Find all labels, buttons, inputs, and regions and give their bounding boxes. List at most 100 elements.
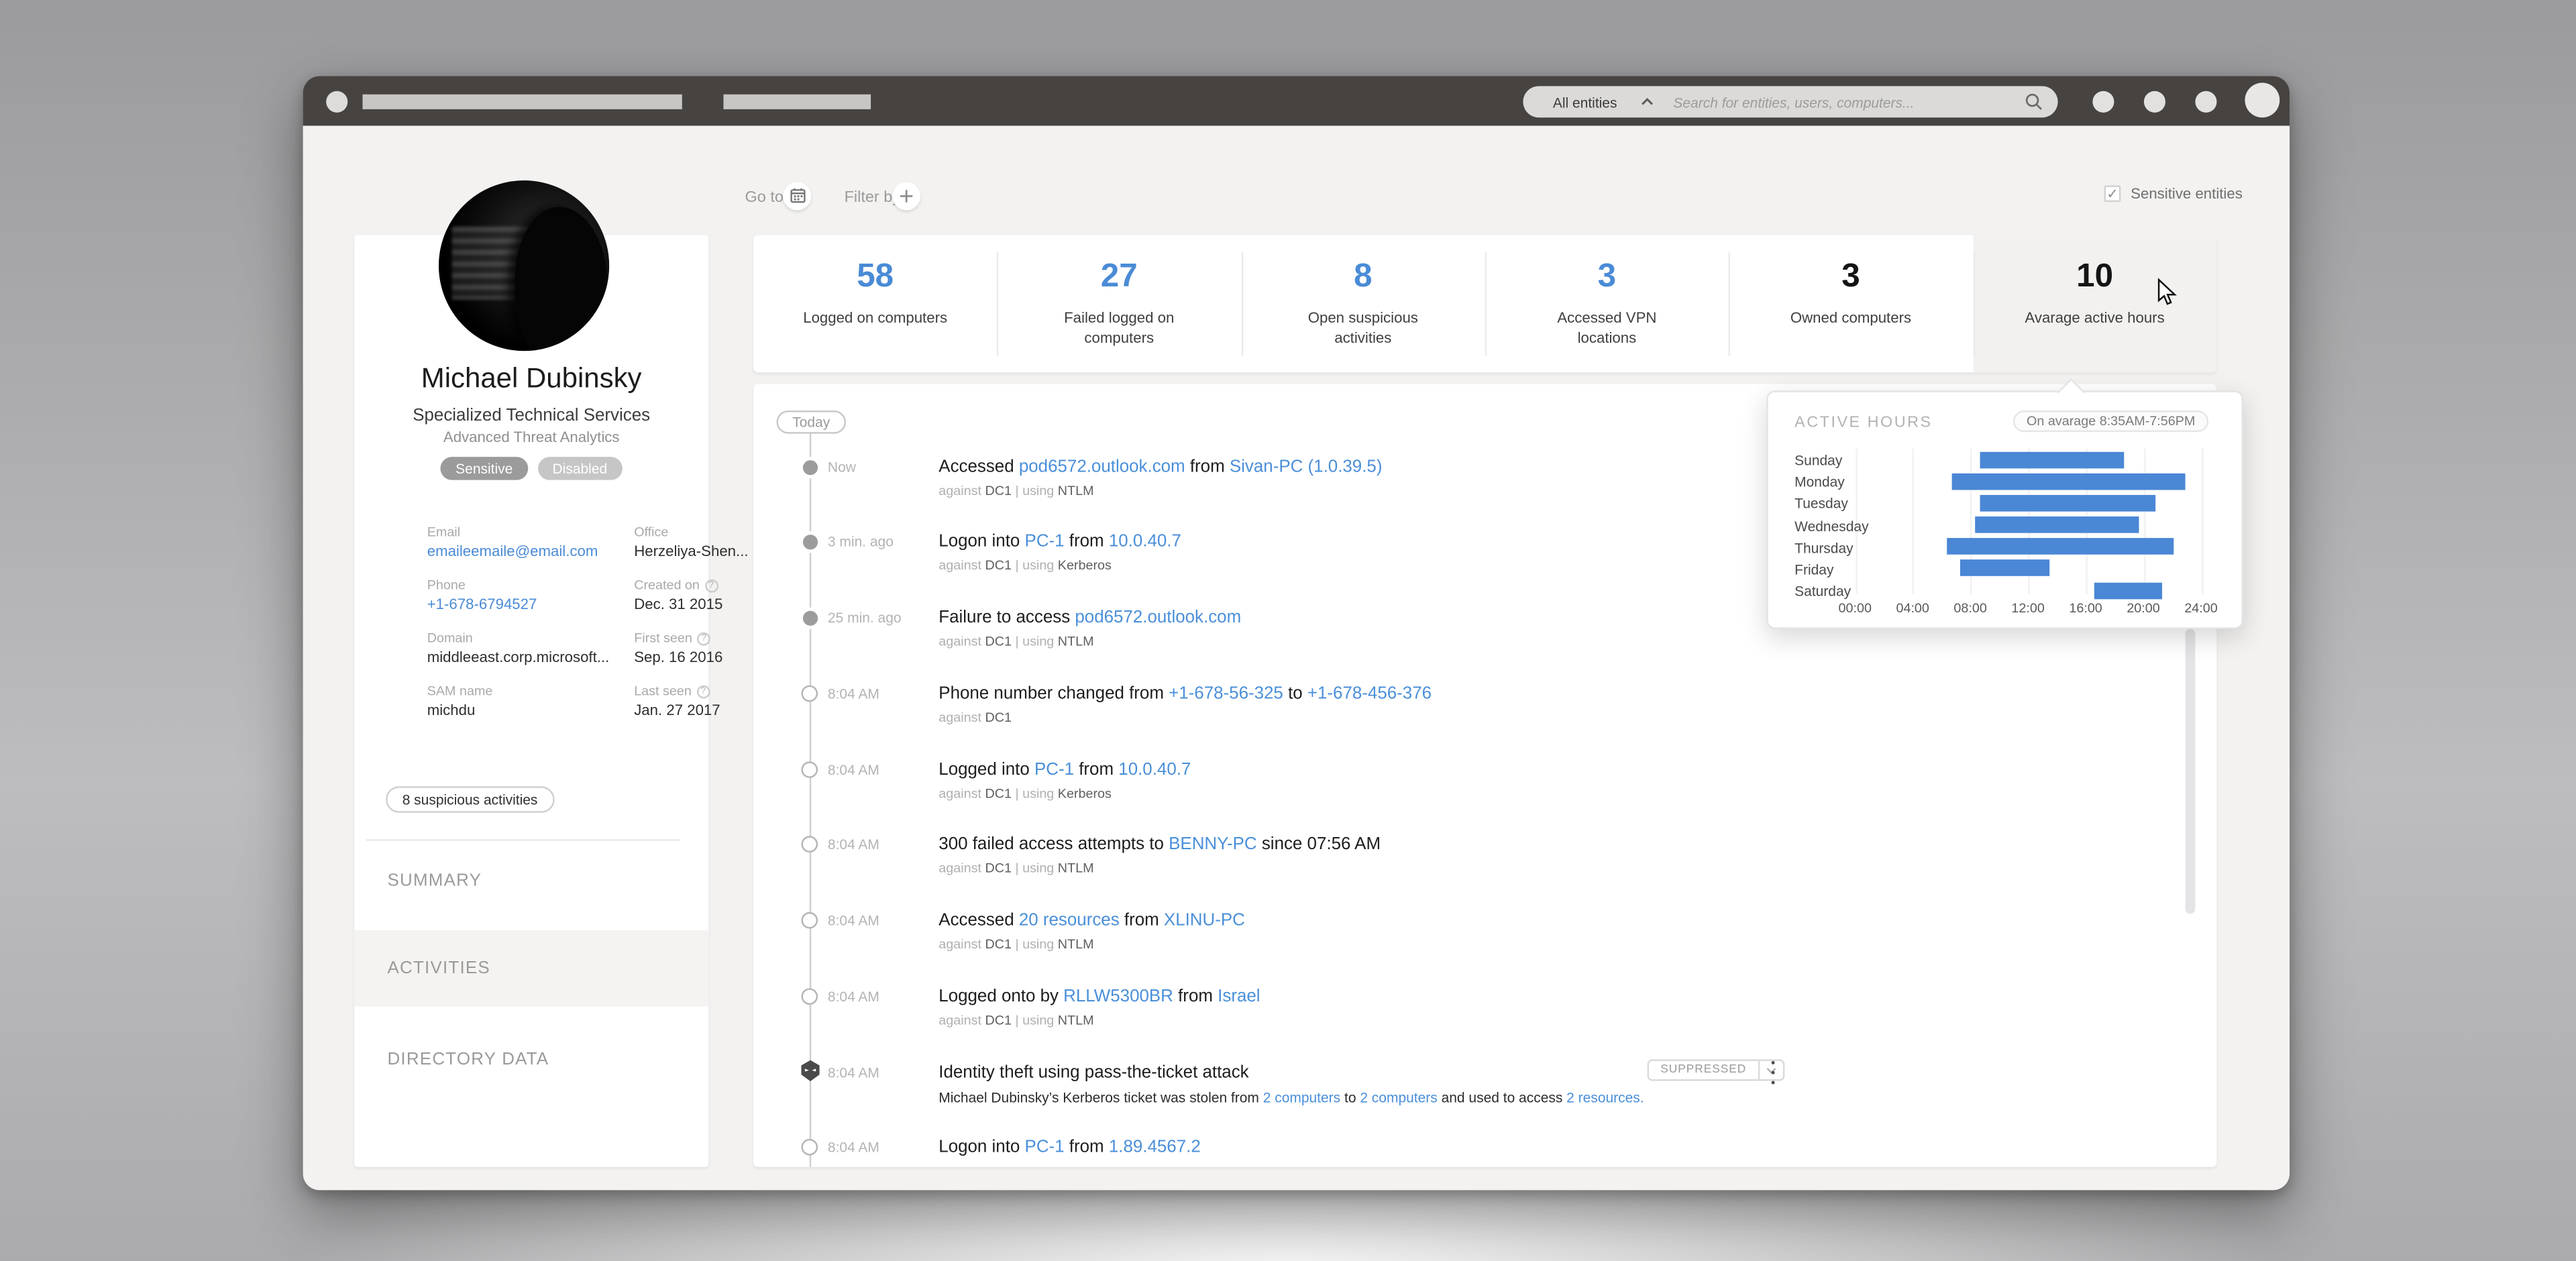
suspicious-activities-button[interactable]: 8 suspicious activities <box>386 786 555 813</box>
timeline-entry-meta: against DC1 | using NTLM <box>938 633 2216 648</box>
timeline-scrollbar[interactable] <box>2185 628 2195 914</box>
search-scope-dropdown[interactable]: All entities <box>1552 93 1617 111</box>
stat-cell[interactable]: 3 Owned computers <box>1729 235 1973 372</box>
stat-cell[interactable]: 58 Logged on computers <box>753 235 998 372</box>
chart-bar <box>1980 494 2157 512</box>
search-input[interactable] <box>1673 93 2025 111</box>
timeline-entry: 8:04 AM Accessed 20 resources from XLINU-… <box>753 907 2217 973</box>
timeline-timestamp: 25 min. ago <box>827 608 902 625</box>
text-segment: Logon into <box>938 530 1025 551</box>
entity-link[interactable]: 2 computers <box>1360 1088 1438 1105</box>
sidebar-item-directory-data[interactable]: DIRECTORY DATA <box>387 1049 549 1070</box>
entity-link[interactable]: Israel <box>1218 985 1260 1006</box>
field-value-link[interactable]: emaileemaile@email.com <box>427 543 598 560</box>
entity-link[interactable]: PC-1 <box>1034 759 1075 779</box>
chart-bar <box>1960 559 2050 577</box>
field-label: Created on? <box>634 578 748 592</box>
timeline-entry: 8:04 AM Logon into PC-1 from 1.89.4567.2 <box>753 1134 2217 1200</box>
timeline-entry-title: Failure to access pod6572.outlook.com <box>938 605 2216 628</box>
entity-link[interactable]: pod6572.outlook.com <box>1018 455 1185 476</box>
field-value: Sep. 16 2016 <box>634 649 723 666</box>
profile-name: Michael Dubinsky <box>421 362 642 394</box>
user-avatar[interactable] <box>2245 83 2280 118</box>
timeline-entry-meta: against DC1 | using Kerberos <box>938 557 2216 571</box>
timeline-line <box>809 433 812 1167</box>
entity-link[interactable]: RLLW5300BR <box>1063 985 1173 1006</box>
entity-link[interactable]: 10.0.40.7 <box>1118 759 1191 779</box>
sidebar-item-summary[interactable]: SUMMARY <box>387 871 482 891</box>
timeline-dot-filled <box>802 459 817 475</box>
chart-axis-tick: 12:00 <box>2011 600 2045 616</box>
active-hours-popup: ACTIVE HOURS On avarage 8:35AM-7:56PM Su… <box>1766 377 2243 629</box>
divider <box>366 839 681 841</box>
entity-link[interactable]: PC-1 <box>1024 530 1065 551</box>
entity-link[interactable]: 2 resources. <box>1566 1088 1644 1105</box>
timeline-entry: 8:04 AM Logged onto by RLLW5300BR from Is… <box>753 983 2217 1050</box>
entity-link[interactable]: 2 computers <box>1263 1088 1341 1105</box>
entity-link[interactable]: Sivan-PC (1.0.39.5) <box>1229 455 1383 476</box>
sensitive-entities-checkbox[interactable]: ✓ <box>2104 185 2121 203</box>
timeline-timestamp: 3 min. ago <box>827 532 894 549</box>
goto-date-button[interactable] <box>783 182 812 211</box>
timeline-entry: 8:04 AM Phone number changed from +1-678-… <box>753 680 2217 747</box>
profile-field: Phone +1-678-6794527 <box>427 578 634 630</box>
entity-link[interactable]: +1-678-56-325 <box>1169 682 1283 703</box>
chart-axis-tick: 04:00 <box>1896 600 1929 616</box>
chart-bar <box>1947 538 2174 555</box>
text-segment: against <box>938 785 985 801</box>
timeline-dot-filled <box>802 533 817 549</box>
entity-link[interactable]: 1.89.4567.2 <box>1108 1136 1201 1156</box>
stat-cell[interactable]: 10 Avarage active hours <box>1972 235 2217 373</box>
field-label: SAM name <box>427 683 493 699</box>
settings-icon[interactable] <box>2195 91 2217 113</box>
chart-axis-tick: 00:00 <box>1838 600 1872 616</box>
entity-link[interactable]: 10.0.40.7 <box>1108 530 1181 551</box>
timeline-entry-meta: against DC1 | using Kerberos <box>938 785 2216 800</box>
chart-gridline <box>1913 448 1915 594</box>
timeline-entry-meta: against DC1 <box>938 709 2216 724</box>
chevron-down-icon[interactable] <box>1758 1060 1783 1080</box>
field-label: Email <box>427 525 461 540</box>
profile-photo <box>438 180 610 351</box>
text-segment: against <box>938 633 985 649</box>
timeline-entry-title: Logged into PC-1 from 10.0.40.7 <box>938 757 2216 781</box>
suppressed-dropdown-button[interactable]: SUPPRESSED <box>1647 1059 1785 1081</box>
timeline-dot-hollow <box>801 1138 818 1156</box>
field-value: Dec. 31 2015 <box>634 596 723 613</box>
help-icon[interactable] <box>2143 91 2165 113</box>
stat-cell[interactable]: 27 Failed logged on computers <box>997 235 1241 372</box>
search-icon[interactable] <box>2025 93 2043 111</box>
sidebar-item-activities[interactable]: ACTIVITIES <box>354 930 709 1007</box>
field-label: Office <box>634 525 669 540</box>
entity-link[interactable]: 20 resources <box>1018 910 1120 930</box>
chevron-up-icon[interactable] <box>1640 97 1654 106</box>
kebab-menu-icon[interactable] <box>1765 1060 1782 1085</box>
timeline-entry-meta: against DC1 | using NTLM <box>938 1012 2216 1027</box>
text-segment: from <box>1185 455 1230 476</box>
entity-link[interactable]: BENNY-PC <box>1169 833 1257 854</box>
stat-label: Failed logged on computers <box>1064 309 1175 345</box>
entity-link[interactable]: XLINU-PC <box>1163 910 1245 930</box>
timeline-entry: 25 min. ago Failure to access pod6572.out… <box>753 604 2217 671</box>
text-segment: DC1 <box>985 1012 1012 1028</box>
today-pill[interactable]: Today <box>776 410 847 434</box>
stat-cell[interactable]: 8 Open suspicious activities <box>1241 235 1485 372</box>
chart-day-label: Sunday <box>1794 451 1843 469</box>
timeline-dot-hollow <box>801 912 818 929</box>
text-segment: Accessed <box>938 455 1019 476</box>
search-bar[interactable]: All entities <box>1523 86 2058 118</box>
chart-gridline <box>1970 448 1972 594</box>
stat-value: 3 <box>1841 258 1860 295</box>
chart-bar <box>2093 582 2161 599</box>
notifications-icon[interactable] <box>2092 91 2114 113</box>
text-segment: Logged into <box>938 759 1034 779</box>
entity-link[interactable]: +1-678-456-376 <box>1307 682 1432 703</box>
timeline-timestamp: 8:04 AM <box>827 1138 879 1155</box>
stat-cell[interactable]: 3 Accessed VPN locations <box>1485 235 1729 372</box>
field-value-link[interactable]: +1-678-6794527 <box>427 596 537 613</box>
entity-link[interactable]: PC-1 <box>1024 1136 1065 1156</box>
entity-link[interactable]: pod6572.outlook.com <box>1075 606 1242 627</box>
text-segment: from <box>1064 530 1109 551</box>
add-filter-button[interactable] <box>892 182 921 211</box>
